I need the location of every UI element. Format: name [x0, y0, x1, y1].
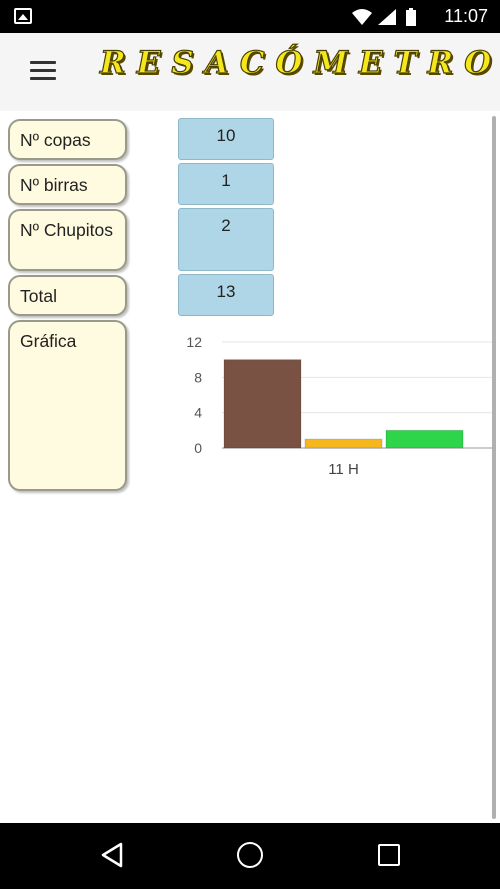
- value-birras: 1: [178, 163, 274, 205]
- y-tick-label: 0: [194, 440, 202, 456]
- bar: [385, 429, 464, 449]
- label-copas: Nº copas: [8, 119, 127, 160]
- home-icon[interactable]: [237, 842, 263, 868]
- navigation-bar: [0, 823, 500, 889]
- label-grafica: Gráfica: [8, 320, 127, 491]
- bar: [223, 359, 302, 449]
- signal-icon: [378, 9, 396, 25]
- app-title: RESACÓMETRO: [99, 44, 500, 81]
- y-tick-label: 12: [186, 334, 202, 350]
- value-copas: 10: [178, 118, 274, 160]
- clock: 11:07: [444, 6, 488, 26]
- x-tick-label: 11 H: [328, 461, 359, 478]
- back-icon[interactable]: [100, 842, 124, 868]
- status-bar: 11:07: [0, 0, 500, 33]
- value-total: 13: [178, 274, 274, 316]
- label-total: Total: [8, 275, 127, 316]
- wifi-icon: [352, 9, 372, 25]
- label-birras: Nº birras: [8, 164, 127, 205]
- app-bar: RESACÓMETRO: [0, 33, 500, 111]
- recent-apps-icon[interactable]: [378, 844, 400, 866]
- gallery-notification-icon: [14, 8, 32, 24]
- hamburger-menu-icon[interactable]: [30, 61, 56, 81]
- system-status-icons: [352, 8, 416, 26]
- label-chupitos: Nº Chupitos: [8, 209, 127, 271]
- bar-chart: 0 4 8 12 11 H: [186, 334, 494, 478]
- scrollbar[interactable]: [492, 116, 496, 819]
- y-tick-label: 4: [194, 405, 202, 421]
- bar: [304, 438, 383, 449]
- y-tick-label: 8: [194, 369, 202, 385]
- value-chupitos: 2: [178, 208, 274, 271]
- battery-icon: [406, 8, 416, 26]
